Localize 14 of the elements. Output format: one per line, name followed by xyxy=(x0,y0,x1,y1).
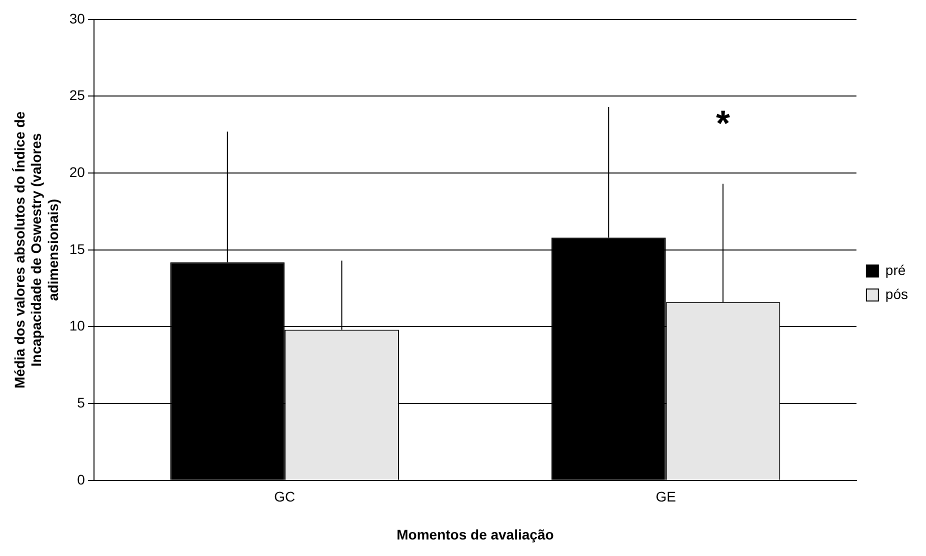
y-tick-label: 30 xyxy=(69,10,86,26)
y-tick-label: 10 xyxy=(69,318,86,334)
y-tick-label: 5 xyxy=(77,394,86,410)
legend-label: pré xyxy=(885,262,906,278)
y-tick-label: 0 xyxy=(77,471,86,488)
y-axis-title: Média dos valores absolutos do Índice de Incapacidade de Oswestry (valores adimensionais) xyxy=(11,111,61,388)
y-tick-label: 20 xyxy=(69,164,86,180)
x-axis-title: Momentos de avaliação xyxy=(396,526,554,542)
annotation: * xyxy=(716,102,730,144)
x-tick-label: GE xyxy=(656,488,676,505)
y-tick-label: 15 xyxy=(69,240,86,257)
x-tick-label: GC xyxy=(274,488,296,505)
y-tick-label: 25 xyxy=(69,87,86,104)
legend-label: pós xyxy=(885,286,908,302)
